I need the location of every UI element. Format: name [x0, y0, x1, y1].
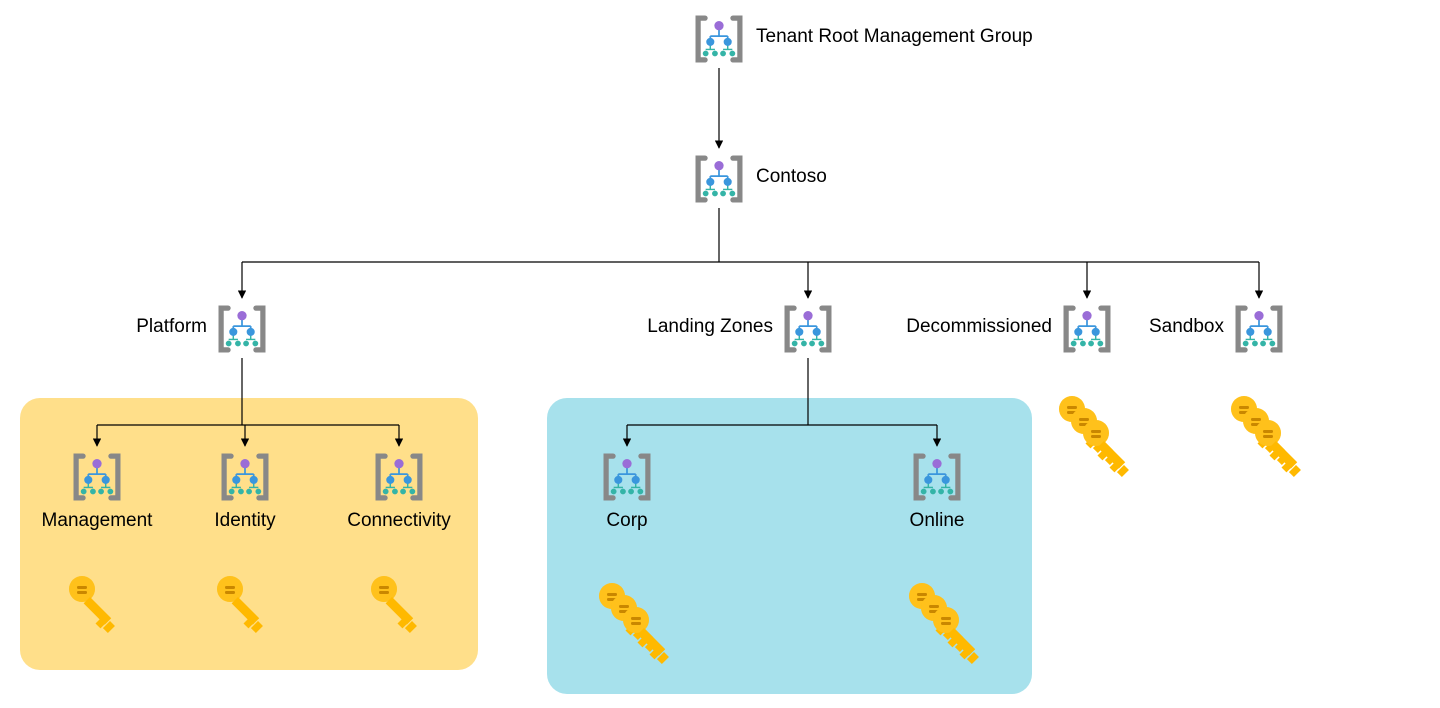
node-label-platform: Platform [136, 316, 207, 338]
management-group-icon [1058, 345, 1116, 362]
mg-node-platform [213, 300, 271, 358]
node-label-conn: Connectivity [347, 510, 451, 532]
management-group-icon [1230, 345, 1288, 362]
node-label-contoso: Contoso [756, 166, 827, 188]
node-label-sandbox: Sandbox [1149, 316, 1224, 338]
mg-node-landing [779, 300, 837, 358]
key-icon [68, 634, 128, 651]
node-label-corp: Corp [606, 510, 647, 532]
subscription-keys-identity [216, 575, 276, 652]
subscription-keys-mgmt [68, 575, 128, 652]
key-icon [216, 634, 276, 651]
mg-node-conn [370, 448, 428, 506]
management-group-icon [370, 493, 428, 510]
key-icon [370, 634, 430, 651]
management-group-icon [779, 345, 837, 362]
subscription-keys-corp [598, 582, 694, 687]
subscription-keys-decomm [1058, 395, 1154, 500]
management-group-icon [690, 195, 748, 212]
management-group-icon [690, 55, 748, 72]
mg-node-mgmt [68, 448, 126, 506]
subscription-keys-conn [370, 575, 430, 652]
mg-node-decomm [1058, 300, 1116, 358]
mg-node-identity [216, 448, 274, 506]
subscription-keys-online [908, 582, 1004, 687]
key-icon [1058, 482, 1154, 499]
management-group-icon [68, 493, 126, 510]
mg-node-corp [598, 448, 656, 506]
node-label-tenant: Tenant Root Management Group [756, 26, 1033, 48]
node-label-mgmt: Management [42, 510, 153, 532]
mg-node-sandbox [1230, 300, 1288, 358]
management-group-icon [216, 493, 274, 510]
key-icon [1230, 482, 1326, 499]
node-label-online: Online [910, 510, 965, 532]
subscription-keys-sandbox [1230, 395, 1326, 500]
mg-node-tenant [690, 10, 748, 68]
key-icon [908, 669, 1004, 686]
management-group-icon [598, 493, 656, 510]
node-label-identity: Identity [214, 510, 275, 532]
management-group-icon [213, 345, 271, 362]
key-icon [598, 669, 694, 686]
node-label-landing: Landing Zones [647, 316, 773, 338]
node-label-decomm: Decommissioned [906, 316, 1052, 338]
mg-node-online [908, 448, 966, 506]
management-group-icon [908, 493, 966, 510]
mg-node-contoso [690, 150, 748, 208]
